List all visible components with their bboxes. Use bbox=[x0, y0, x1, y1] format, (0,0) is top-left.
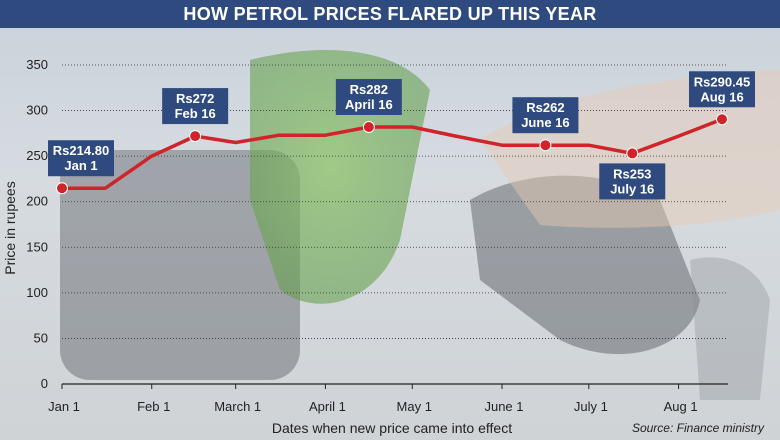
x-tick-label: Aug 1 bbox=[664, 399, 698, 414]
y-tick-label: 300 bbox=[26, 103, 48, 118]
data-label-price: Rs253 bbox=[613, 166, 651, 181]
data-point bbox=[716, 113, 728, 126]
x-tick-label: Feb 1 bbox=[137, 399, 170, 414]
y-tick-label: 50 bbox=[34, 330, 48, 345]
x-tick-label: July 1 bbox=[574, 399, 608, 414]
y-ticks: 0 50 100 150 200 250 300 350 bbox=[26, 57, 48, 391]
data-label-price: Rs262 bbox=[526, 100, 564, 115]
pump-handle-shape bbox=[690, 257, 770, 400]
y-tick-label: 150 bbox=[26, 239, 48, 254]
series-line bbox=[60, 117, 724, 190]
data-label-date: July 16 bbox=[610, 181, 654, 196]
data-point bbox=[626, 147, 639, 160]
grid bbox=[62, 64, 728, 385]
data-label-box bbox=[162, 88, 229, 125]
data-label-price: Rs214.80 bbox=[53, 143, 109, 158]
x-ticks: Jan 1 Feb 1 March 1 April 1 May 1 June 1 July … bbox=[48, 384, 698, 414]
data-label-box bbox=[335, 78, 402, 115]
data-label-date: Feb 16 bbox=[175, 106, 216, 121]
y-tick-label: 200 bbox=[26, 194, 48, 209]
x-axis-label: Dates when new price came into effect bbox=[272, 420, 512, 436]
x-tick-label: June 1 bbox=[484, 399, 523, 414]
data-points bbox=[56, 113, 728, 195]
price-line bbox=[60, 117, 724, 190]
data-point bbox=[362, 120, 375, 133]
data-label-price: Rs290.45 bbox=[694, 74, 750, 89]
x-tick-label: Jan 1 bbox=[48, 399, 80, 414]
data-label-date: April 16 bbox=[345, 97, 393, 112]
data-label-date: June 16 bbox=[521, 115, 569, 130]
fuel-gun-shape bbox=[470, 175, 700, 355]
data-label-box bbox=[689, 71, 755, 108]
y-tick-label: 100 bbox=[26, 285, 48, 300]
x-tick-label: March 1 bbox=[214, 399, 261, 414]
chart-title: HOW PETROL PRICES FLARED UP THIS YEAR bbox=[0, 0, 780, 28]
y-tick-label: 250 bbox=[26, 148, 48, 163]
data-point bbox=[189, 130, 202, 143]
data-label-box bbox=[48, 140, 114, 177]
data-point bbox=[539, 139, 552, 152]
pump-body-shape bbox=[60, 150, 300, 380]
data-label-date: Jan 1 bbox=[64, 158, 97, 173]
source-note: Source: Finance ministry bbox=[632, 421, 765, 435]
data-point bbox=[56, 182, 68, 195]
data-label-price: Rs272 bbox=[176, 91, 214, 106]
data-label-price: Rs282 bbox=[350, 82, 388, 97]
y-tick-label: 350 bbox=[26, 57, 48, 72]
data-label-box bbox=[599, 163, 666, 200]
y-tick-label: 0 bbox=[41, 376, 48, 391]
x-tick-label: April 1 bbox=[309, 399, 346, 414]
y-axis-label: Price in rupees bbox=[2, 181, 18, 274]
data-label-box bbox=[512, 97, 579, 134]
data-label-date: Aug 16 bbox=[700, 89, 743, 104]
x-tick-label: May 1 bbox=[397, 399, 432, 414]
